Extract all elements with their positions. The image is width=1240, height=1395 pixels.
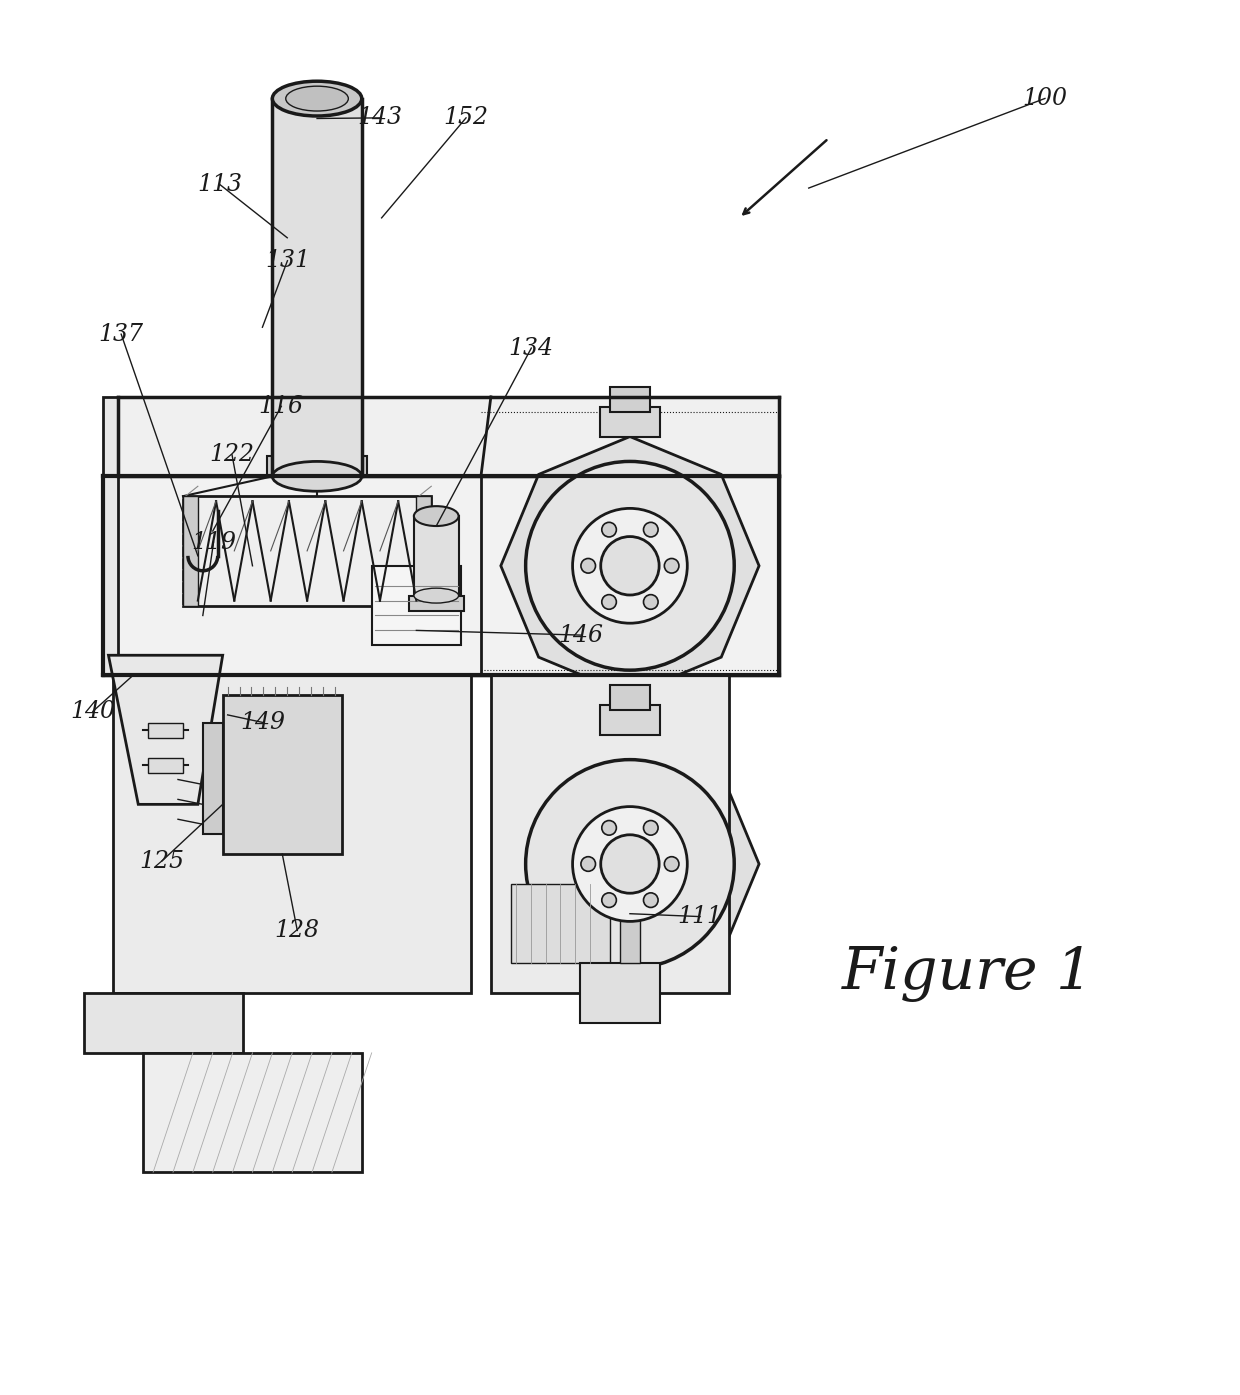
Text: 146: 146 bbox=[558, 624, 603, 647]
Bar bbox=[184, 497, 432, 605]
Text: 143: 143 bbox=[357, 106, 402, 130]
Bar bbox=[103, 396, 118, 675]
Ellipse shape bbox=[273, 81, 362, 116]
Bar bbox=[610, 685, 650, 710]
Ellipse shape bbox=[273, 462, 362, 491]
Text: 131: 131 bbox=[265, 250, 310, 272]
Circle shape bbox=[644, 893, 658, 908]
Circle shape bbox=[601, 820, 616, 836]
Text: 137: 137 bbox=[99, 322, 144, 346]
Bar bbox=[223, 695, 342, 854]
Bar bbox=[491, 675, 729, 993]
Text: 116: 116 bbox=[259, 395, 304, 417]
Bar bbox=[268, 456, 367, 476]
Bar bbox=[511, 884, 610, 964]
Ellipse shape bbox=[414, 506, 459, 526]
Bar bbox=[113, 675, 471, 993]
Bar bbox=[580, 964, 660, 1023]
Circle shape bbox=[600, 537, 660, 596]
Bar bbox=[600, 704, 660, 735]
Circle shape bbox=[644, 594, 658, 610]
Circle shape bbox=[573, 508, 687, 624]
Circle shape bbox=[580, 857, 595, 872]
Polygon shape bbox=[108, 656, 223, 805]
Text: 113: 113 bbox=[197, 173, 242, 195]
Ellipse shape bbox=[414, 589, 459, 603]
Circle shape bbox=[600, 834, 660, 893]
Circle shape bbox=[526, 760, 734, 968]
Bar bbox=[118, 396, 779, 476]
Text: 134: 134 bbox=[508, 336, 554, 360]
Circle shape bbox=[644, 522, 658, 537]
Circle shape bbox=[665, 558, 680, 573]
Polygon shape bbox=[501, 437, 759, 695]
Text: 128: 128 bbox=[275, 919, 320, 942]
Bar bbox=[103, 476, 779, 675]
Text: 149: 149 bbox=[241, 711, 285, 734]
Bar bbox=[203, 723, 223, 834]
Bar bbox=[149, 757, 184, 773]
Ellipse shape bbox=[285, 86, 348, 112]
Text: 122: 122 bbox=[210, 444, 254, 466]
Bar bbox=[610, 386, 650, 412]
Text: 119: 119 bbox=[191, 530, 236, 554]
Circle shape bbox=[601, 522, 616, 537]
Bar bbox=[414, 516, 459, 596]
Bar bbox=[83, 993, 243, 1053]
Bar bbox=[600, 407, 660, 437]
Circle shape bbox=[573, 806, 687, 922]
Bar bbox=[409, 596, 464, 611]
Text: Figure 1: Figure 1 bbox=[842, 944, 1094, 1002]
Bar bbox=[149, 723, 184, 738]
Text: 152: 152 bbox=[444, 106, 489, 130]
Bar bbox=[620, 884, 640, 964]
Polygon shape bbox=[501, 735, 759, 993]
Circle shape bbox=[526, 462, 734, 670]
Circle shape bbox=[665, 857, 680, 872]
Circle shape bbox=[601, 594, 616, 610]
Text: 111: 111 bbox=[677, 905, 723, 928]
Bar bbox=[417, 497, 432, 605]
Circle shape bbox=[644, 820, 658, 836]
Circle shape bbox=[601, 893, 616, 908]
Circle shape bbox=[580, 558, 595, 573]
Text: 125: 125 bbox=[139, 850, 185, 873]
Bar bbox=[372, 566, 461, 646]
Text: 140: 140 bbox=[71, 700, 115, 723]
Text: 100: 100 bbox=[1023, 86, 1068, 110]
Bar bbox=[184, 497, 198, 605]
Bar bbox=[144, 1053, 362, 1172]
Bar bbox=[273, 99, 362, 476]
